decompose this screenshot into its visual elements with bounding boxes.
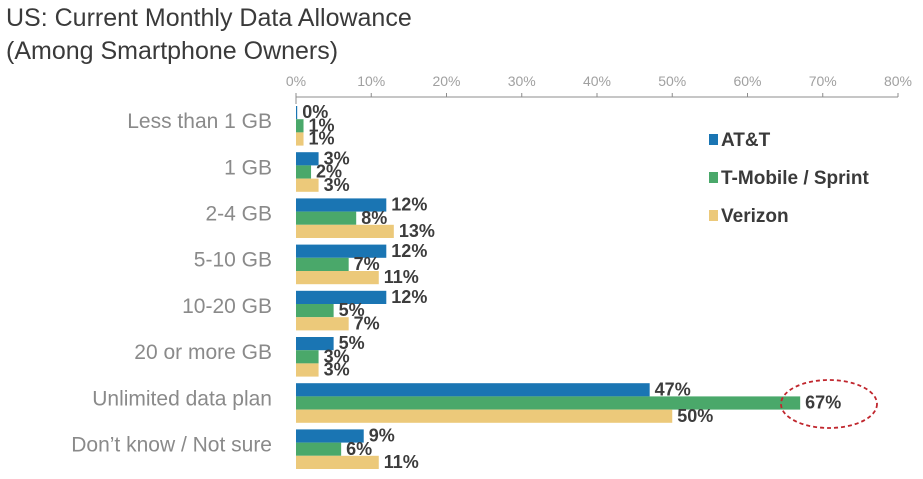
- x-tick-label: 50%: [658, 73, 686, 89]
- x-tick-label: 10%: [357, 73, 385, 89]
- bar-verizon: [296, 178, 319, 192]
- bar-t-mobile-sprint: [296, 350, 319, 364]
- x-tick-label: 20%: [432, 73, 460, 89]
- bar-at-t: [296, 337, 334, 351]
- bar-at-t: [296, 383, 650, 397]
- legend-label: AT&T: [721, 130, 771, 151]
- category-label: 20 or more GB: [134, 341, 272, 364]
- bar-verizon: [296, 132, 304, 146]
- bar-t-mobile-sprint: [296, 165, 312, 179]
- value-label: 5%: [339, 300, 365, 320]
- bar-verizon: [296, 271, 379, 285]
- value-label: 12%: [391, 287, 427, 307]
- bar-at-t: [296, 429, 364, 443]
- bar-verizon: [296, 317, 349, 331]
- bar-at-t: [296, 198, 387, 212]
- chart-subtitle: (Among Smartphone Owners): [6, 37, 339, 65]
- x-axis: 0% 10% 20% 30% 40% 50% 60% 70% 80%: [286, 73, 912, 104]
- value-label: 67%: [805, 393, 841, 413]
- value-label: 11%: [384, 267, 419, 287]
- value-label: 3%: [324, 360, 350, 380]
- value-label: 12%: [391, 241, 427, 261]
- annotations: [780, 379, 878, 429]
- bar-at-t: [296, 290, 387, 304]
- value-label: 3%: [324, 175, 350, 195]
- value-labels: 0%1%1%3%2%3%12%8%13%12%7%11%12%5%7%5%3%3…: [302, 102, 841, 472]
- legend-swatch: [709, 172, 718, 183]
- category-label: Less than 1 GB: [127, 110, 272, 133]
- legend-swatch: [709, 134, 718, 145]
- value-label: 3%: [324, 148, 350, 168]
- value-label: 3%: [324, 346, 350, 366]
- category-label: 1 GB: [224, 156, 272, 179]
- bars: [296, 106, 801, 469]
- value-label: 13%: [399, 221, 435, 241]
- chart-title-block: US: Current Monthly Data Allowance (Amon…: [6, 2, 412, 68]
- bar-verizon: [296, 455, 379, 469]
- value-label: 50%: [677, 406, 713, 426]
- value-label: 1%: [309, 129, 335, 149]
- category-label: 2-4 GB: [205, 203, 272, 226]
- bar-verizon: [296, 363, 319, 377]
- value-label: 1%: [309, 115, 335, 135]
- x-tick-label: 80%: [884, 73, 912, 89]
- value-label: 12%: [391, 195, 427, 215]
- category-label: Don’t know / Not sure: [71, 434, 272, 457]
- legend-label: T-Mobile / Sprint: [721, 168, 869, 189]
- bar-verizon: [296, 409, 673, 423]
- value-label: 9%: [369, 426, 395, 446]
- bar-at-t: [296, 152, 319, 166]
- chart-title: US: Current Monthly Data Allowance: [6, 4, 412, 32]
- bar-t-mobile-sprint: [296, 119, 304, 133]
- bar-t-mobile-sprint: [296, 211, 357, 225]
- x-tick-label: 30%: [508, 73, 536, 89]
- category-label: 10-20 GB: [182, 295, 272, 318]
- bar-verizon: [296, 224, 394, 238]
- bar-t-mobile-sprint: [296, 304, 334, 318]
- value-label: 8%: [361, 208, 387, 228]
- category-label: 5-10 GB: [194, 249, 272, 272]
- highlight-ellipse: [780, 379, 878, 429]
- legend: AT&T T-Mobile / Sprint Verizon: [709, 130, 869, 227]
- legend-swatch: [709, 210, 718, 221]
- bar-t-mobile-sprint: [296, 257, 349, 271]
- bar-at-t: [296, 244, 387, 258]
- bar-at-t: [296, 106, 298, 120]
- value-label: 7%: [354, 254, 380, 274]
- value-label: 0%: [302, 102, 328, 122]
- value-label: 11%: [384, 452, 419, 472]
- value-label: 2%: [316, 162, 342, 182]
- bar-t-mobile-sprint: [296, 396, 801, 410]
- x-tick-label: 60%: [733, 73, 761, 89]
- value-label: 47%: [655, 379, 691, 399]
- category-label: Unlimited data plan: [92, 387, 272, 410]
- x-tick-label: 70%: [809, 73, 837, 89]
- bar-t-mobile-sprint: [296, 442, 342, 456]
- value-label: 5%: [339, 333, 365, 353]
- x-tick-label: 40%: [583, 73, 611, 89]
- value-label: 7%: [354, 313, 380, 333]
- category-labels: Less than 1 GB 1 GB 2-4 GB 5-10 GB 10-20 GB 2…: [71, 110, 272, 456]
- value-label: 6%: [346, 439, 372, 459]
- legend-label: Verizon: [721, 206, 789, 227]
- x-tick-label: 0%: [286, 73, 306, 89]
